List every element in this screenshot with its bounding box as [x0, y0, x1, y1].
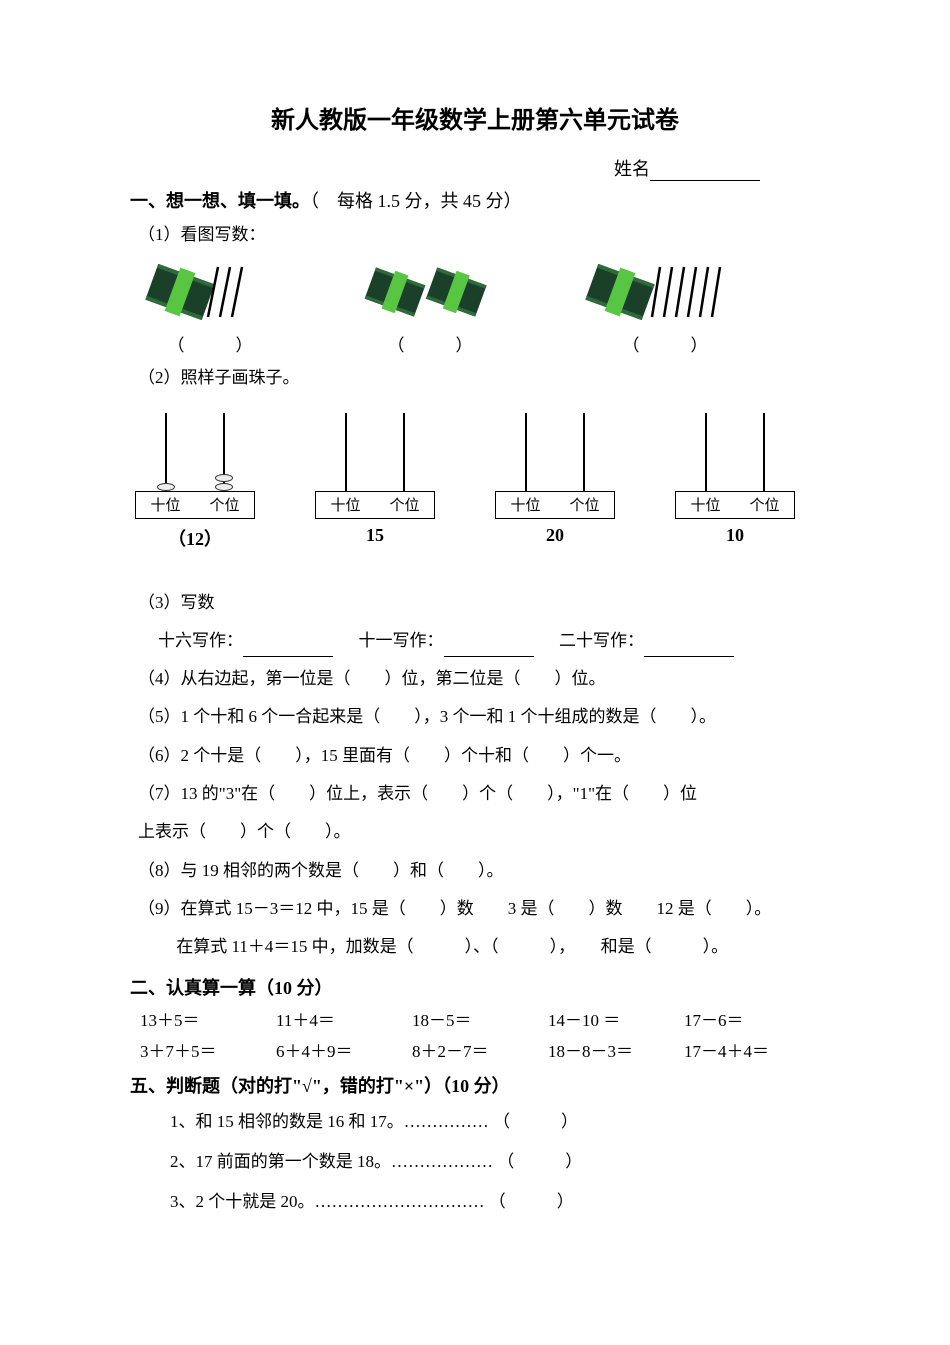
calc-2-1: 3＋7＋5＝	[140, 1037, 276, 1062]
ones-label: 个位	[209, 494, 239, 515]
bundle-svg-2	[360, 257, 500, 327]
q8: （8）与 19 相邻的两个数是（ ）和（ ）。	[138, 855, 820, 887]
abacus-row: 十位 个位 （12） 十位 个位 15	[130, 409, 820, 551]
calc-row-1: 13＋5＝ 11＋4＝ 18－5＝ 14－10 ＝ 17－6＝	[140, 1006, 820, 1031]
abacus-15[interactable]: 十位 个位 15	[310, 409, 440, 551]
q1-label: （1）看图写数：	[138, 219, 820, 251]
abacus-10[interactable]: 十位 个位 10	[670, 409, 800, 551]
abacus-12: 十位 个位 （12）	[130, 409, 260, 551]
ones-label: 个位	[389, 494, 419, 515]
ones-label: 个位	[569, 494, 599, 515]
calc-2-2: 6＋4＋9＝	[276, 1037, 412, 1062]
q3a: 十六写作：	[158, 631, 243, 650]
section1-heading-bold: 一、想一想、填一填。	[130, 191, 310, 211]
abacus-num-0: （12）	[168, 525, 222, 551]
q4: （4）从右边起，第一位是（ ）位，第二位是（ ）位。	[138, 663, 820, 695]
q7a: （7）13 的"3"在（ ）位上，表示（ ）个（ ），"1"在（ ）位	[138, 778, 820, 810]
tens-label: 十位	[150, 494, 180, 515]
q9b: 在算式 11＋4＝15 中，加数是（ ）、（ ）， 和是（ ）。	[138, 931, 820, 963]
ones-label: 个位	[749, 494, 779, 515]
q9a: （9）在算式 15－3＝12 中，15 是（ ）数 3 是（ ）数 12 是（ …	[138, 893, 820, 925]
q3a-blank[interactable]	[243, 640, 333, 657]
name-row: 姓名	[130, 155, 820, 181]
q2-label: （2）照样子画珠子。	[138, 362, 820, 394]
paren-blank-3[interactable]: （ ）	[623, 331, 708, 356]
rod-ones	[223, 413, 225, 491]
calc-1-5: 17－6＝	[684, 1006, 820, 1031]
calc-2-4: 18－8－3＝	[548, 1037, 684, 1062]
paren-blank-2[interactable]: （ ）	[388, 331, 473, 356]
abacus-num-2: 20	[546, 525, 564, 546]
name-label: 姓名	[614, 159, 650, 179]
q3b-blank[interactable]	[444, 640, 534, 657]
calc-2-5: 17－4＋4＝	[684, 1037, 820, 1062]
calc-1-4: 14－10 ＝	[548, 1006, 684, 1031]
q7b: 上表示（ ）个（ ）。	[138, 816, 820, 848]
tens-label: 十位	[330, 494, 360, 515]
bundle-svg-3	[580, 257, 750, 327]
page-title: 新人教版一年级数学上册第六单元试卷	[130, 100, 820, 135]
bundle-svg-1	[140, 257, 280, 327]
calc-1-1: 13＋5＝	[140, 1006, 276, 1031]
section5-heading: 五、判断题（对的打"√"，错的打"×"）（10 分）	[130, 1072, 820, 1098]
calc-1-3: 18－5＝	[412, 1006, 548, 1031]
paren-blank-1[interactable]: （ ）	[168, 331, 253, 356]
q6: （6）2 个十是（ ），15 里面有（ ）个十和（ ）个一。	[138, 740, 820, 772]
calc-row-2: 3＋7＋5＝ 6＋4＋9＝ 8＋2－7＝ 18－8－3＝ 17－4＋4＝	[140, 1037, 820, 1062]
rod-tens	[165, 413, 167, 491]
abacus-num-3: 10	[726, 525, 744, 546]
judge-3: 3、2 个十就是 20。………………………… （ ）	[170, 1186, 820, 1218]
abacus-num-1: 15	[366, 525, 384, 546]
tens-label: 十位	[690, 494, 720, 515]
calc-2-3: 8＋2－7＝	[412, 1037, 548, 1062]
bundle-item-2: （ ）	[360, 257, 500, 356]
abacus-20[interactable]: 十位 个位 20	[490, 409, 620, 551]
q5: （5）1 个十和 6 个一合起来是（ ），3 个一和 1 个十组成的数是（ ）。	[138, 701, 820, 733]
section1-heading: 一、想一想、填一填。（ 每格 1.5 分，共 45 分）	[130, 187, 820, 213]
q3-line: 十六写作： 十一写作： 二十写作：	[158, 625, 820, 657]
page: 新人教版一年级数学上册第六单元试卷 姓名 一、想一想、填一填。（ 每格 1.5 …	[0, 0, 950, 1345]
name-blank[interactable]	[650, 180, 760, 181]
abacus-base: 十位 个位	[135, 491, 255, 519]
tens-label: 十位	[510, 494, 540, 515]
section2-heading: 二、认真算一算（10 分）	[130, 974, 820, 1000]
calc-1-2: 11＋4＝	[276, 1006, 412, 1031]
section1-heading-rest: （ 每格 1.5 分，共 45 分）	[310, 191, 522, 211]
bundle-item-3: （ ）	[580, 257, 750, 356]
q3-label: （3）写数	[138, 587, 820, 619]
bundle-item-1: （ ）	[140, 257, 280, 356]
judge-1: 1、和 15 相邻的数是 16 和 17。…………… （ ）	[170, 1106, 820, 1138]
judge-2: 2、17 前面的第一个数是 18。……………… （ ）	[170, 1146, 820, 1178]
q3b: 十一写作：	[359, 631, 444, 650]
q3c: 二十写作：	[559, 631, 644, 650]
bundle-row: （ ） （ ）	[140, 257, 820, 356]
q3c-blank[interactable]	[644, 640, 734, 657]
